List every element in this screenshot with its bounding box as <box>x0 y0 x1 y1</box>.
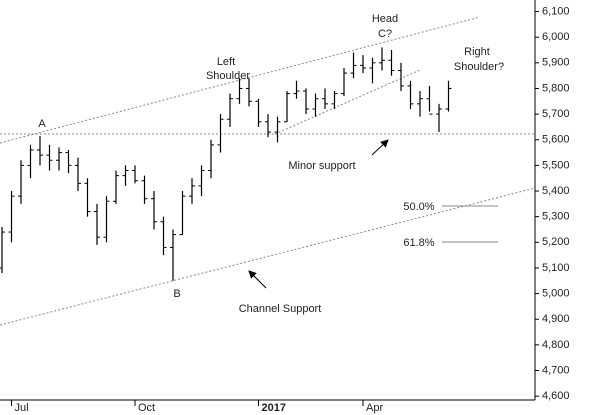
annotation: Left <box>217 56 235 68</box>
y-tick-label: 5,200 <box>542 236 570 248</box>
y-tick-label: 4,800 <box>542 339 570 351</box>
y-tick-label: 5,100 <box>542 262 570 274</box>
y-tick-label: 5,600 <box>542 134 570 146</box>
annotation: Shoulder <box>206 70 250 82</box>
x-tick-label: Jul <box>15 402 29 414</box>
y-tick-label: 6,100 <box>542 5 570 17</box>
annotation: 50.0% <box>403 201 434 213</box>
annotation: Head <box>372 13 398 25</box>
y-tick-label: 5,700 <box>542 108 570 120</box>
annotation: A <box>38 118 46 130</box>
annotation: Channel Support <box>239 303 322 315</box>
annotation: Right <box>464 46 490 58</box>
arrow <box>248 270 267 289</box>
y-tick-label: 5,000 <box>542 287 570 299</box>
annotation: 61.8% <box>403 237 434 249</box>
y-tick-label: 5,500 <box>542 159 570 171</box>
annotation: Shoulder? <box>454 61 504 73</box>
y-tick-label: 4,600 <box>542 390 570 402</box>
y-tick-label: 5,900 <box>542 57 570 69</box>
annotation: C? <box>378 28 392 40</box>
neckline <box>274 69 421 135</box>
y-tick-label: 6,000 <box>542 31 570 43</box>
annotation: B <box>173 288 180 300</box>
y-tick-label: 5,400 <box>542 185 570 197</box>
annotation: Minor support <box>288 160 355 172</box>
x-tick-label: Apr <box>366 402 383 414</box>
x-tick-label: 2017 <box>262 402 286 414</box>
x-tick-label: Oct <box>138 402 155 414</box>
y-tick-label: 5,800 <box>542 82 570 94</box>
y-tick-label: 5,300 <box>542 211 570 223</box>
channel-support <box>0 187 536 326</box>
y-tick-label: 4,700 <box>542 364 570 376</box>
y-tick-label: 4,900 <box>542 313 570 325</box>
arrow <box>371 139 389 156</box>
